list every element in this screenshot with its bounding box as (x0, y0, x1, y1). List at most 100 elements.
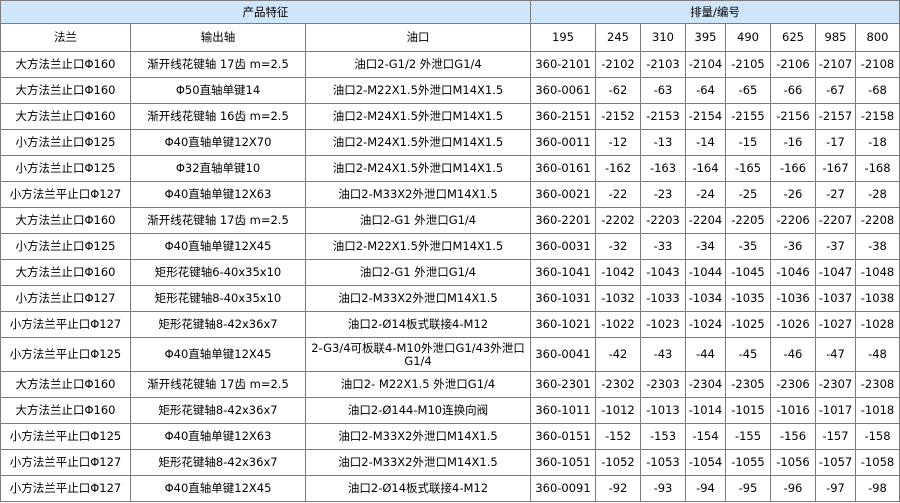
column-header: 490 (725, 23, 771, 52)
table-cell: 小方法兰平止口Φ125 (0, 423, 131, 450)
table-cell: -1043 (640, 259, 686, 286)
table-cell: 360-2301 (530, 371, 596, 398)
table-cell: -1048 (855, 259, 900, 286)
table-cell: -1034 (685, 285, 726, 312)
table-cell: -1015 (725, 397, 771, 424)
table-cell: -12 (595, 129, 641, 156)
table-row: 大方法兰止口Φ160 Φ50直轴单键14 油口2-M22X1.5外泄口M14X1.5… (0, 77, 900, 104)
table-cell: -167 (815, 155, 856, 182)
table-cell: 油口2-Ø144-M10连换向阀 (305, 397, 531, 424)
table-cell: -1042 (595, 259, 641, 286)
table-cell: 大方法兰止口Φ160 (0, 371, 131, 398)
table-cell: -2152 (595, 103, 641, 130)
table-cell: -1022 (595, 311, 641, 338)
table-cell: 渐开线花键轴 17齿 m=2.5 (130, 51, 306, 78)
table-cell: 大方法兰止口Φ160 (0, 77, 131, 104)
table-cell: 小方法兰平止口Φ127 (0, 311, 131, 338)
table-cell: -13 (640, 129, 686, 156)
table-cell: -35 (725, 233, 771, 260)
table-cell: 小方法兰止口Φ127 (0, 285, 131, 312)
table-cell: 大方法兰止口Φ160 (0, 103, 131, 130)
table-cell: 360-0151 (530, 423, 596, 450)
table-row: 小方法兰止口Φ127 矩形花键轴8-40x35x10 油口2-M33X2外泄口M14… (0, 285, 900, 312)
table-cell: 360-0011 (530, 129, 596, 156)
column-header: 395 (685, 23, 726, 52)
table-cell: 油口2-G1/2 外泄口G1/4 (305, 51, 531, 78)
table-cell: 油口2-Ø14板式联接4-M12 (305, 311, 531, 338)
table-cell: 矩形花键轴8-42x36x7 (130, 397, 306, 424)
table-cell: 360-0161 (530, 155, 596, 182)
column-header: 法兰 (0, 23, 131, 52)
table-cell: -43 (640, 337, 686, 372)
table-cell: 矩形花键轴8-40x35x10 (130, 285, 306, 312)
table-cell: 360-2151 (530, 103, 596, 130)
table-row: 大方法兰止口Φ160 矩形花键轴6-40x35x10 油口2-G1 外泄口G1/4 3… (0, 259, 900, 286)
table-cell: -2303 (640, 371, 686, 398)
table-cell: -164 (685, 155, 726, 182)
table-cell: -1014 (685, 397, 726, 424)
table-cell: 2-G3/4可板联4-M10外泄口G1/43外泄口G1/4 (305, 337, 531, 372)
column-header: 985 (815, 23, 856, 52)
table-cell: -1023 (640, 311, 686, 338)
table-cell: -2156 (770, 103, 816, 130)
table-cell: -95 (725, 475, 771, 502)
table-cell: -1027 (815, 311, 856, 338)
table-cell: 小方法兰平止口Φ127 (0, 181, 131, 208)
table-cell: 360-2101 (530, 51, 596, 78)
table-row: 小方法兰止口Φ125 Φ40直轴单键12X70 油口2-M24X1.5外泄口M14X… (0, 129, 900, 156)
table-cell: -1047 (815, 259, 856, 286)
table-cell: -14 (685, 129, 726, 156)
table-cell: -1018 (855, 397, 900, 424)
table-cell: -2203 (640, 207, 686, 234)
table-cell: -46 (770, 337, 816, 372)
table-cell: -34 (685, 233, 726, 260)
table-cell: 油口2-G1 外泄口G1/4 (305, 259, 531, 286)
table-cell: -48 (855, 337, 900, 372)
table-cell: -166 (770, 155, 816, 182)
table-cell: -2304 (685, 371, 726, 398)
table-cell: 渐开线花键轴 17齿 m=2.5 (130, 371, 306, 398)
table-cell: -2157 (815, 103, 856, 130)
table-cell: -154 (685, 423, 726, 450)
table-cell: -38 (855, 233, 900, 260)
table-cell: -1058 (855, 449, 900, 476)
table-cell: -2107 (815, 51, 856, 78)
table-cell: Φ40直轴单键12X63 (130, 181, 306, 208)
table-cell: -96 (770, 475, 816, 502)
table-cell: -1025 (725, 311, 771, 338)
table-cell: 油口2-M24X1.5外泄口M14X1.5 (305, 129, 531, 156)
table-cell: -2153 (640, 103, 686, 130)
column-header: 245 (595, 23, 641, 52)
table-cell: 360-1011 (530, 397, 596, 424)
table-cell: -1028 (855, 311, 900, 338)
table-cell: -27 (815, 181, 856, 208)
table-cell: 小方法兰止口Φ125 (0, 233, 131, 260)
table-cell: 360-0041 (530, 337, 596, 372)
table-cell: -1053 (640, 449, 686, 476)
table-cell: 油口2- M22X1.5 外泄口G1/4 (305, 371, 531, 398)
table-row: 小方法兰平止口Φ127 Φ40直轴单键12X63 油口2-M33X2外泄口M14X1… (0, 181, 900, 208)
column-header: 310 (640, 23, 686, 52)
table-cell: -1036 (770, 285, 816, 312)
table-row: 小方法兰平止口Φ127 Φ40直轴单键12X45 油口2-Ø14板式联接4-M12 3… (0, 475, 900, 502)
table-row: 小方法兰平止口Φ127 矩形花键轴8-42x36x7 油口2-M33X2外泄口M14… (0, 449, 900, 476)
table-cell: -32 (595, 233, 641, 260)
table-cell: -168 (855, 155, 900, 182)
table-cell: -62 (595, 77, 641, 104)
column-header: 输出轴 (130, 23, 306, 52)
table-cell: -2104 (685, 51, 726, 78)
table-cell: -16 (770, 129, 816, 156)
table-cell: -67 (815, 77, 856, 104)
table-cell: 渐开线花键轴 16齿 m=2.5 (130, 103, 306, 130)
table-cell: -1035 (725, 285, 771, 312)
table-cell: -2105 (725, 51, 771, 78)
table-cell: -2205 (725, 207, 771, 234)
table-row: 小方法兰止口Φ125 Φ40直轴单键12X45 油口2-M22X1.5外泄口M14X… (0, 233, 900, 260)
table-cell: 小方法兰平止口Φ127 (0, 475, 131, 502)
table-cell: -36 (770, 233, 816, 260)
table-cell: -94 (685, 475, 726, 502)
table-cell: 360-0091 (530, 475, 596, 502)
table-cell: -17 (815, 129, 856, 156)
